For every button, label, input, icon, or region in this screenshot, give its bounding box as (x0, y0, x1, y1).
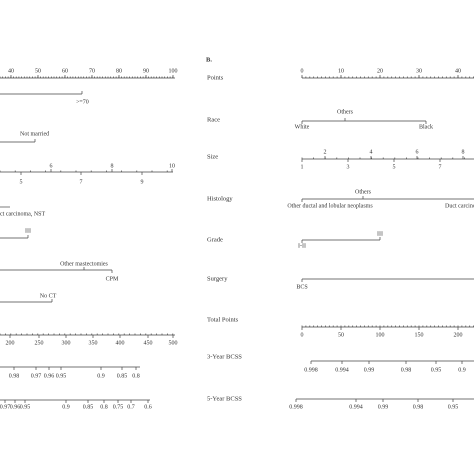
label: 0.994 (335, 367, 349, 373)
label: >=70 (76, 99, 89, 105)
label: I-II (298, 243, 306, 249)
label: 4 (370, 149, 373, 155)
label: 0.998 (289, 404, 303, 410)
label: 100 (169, 68, 178, 74)
label: 0.95 (56, 373, 67, 379)
label: 0.7 (127, 404, 135, 410)
label: Black (419, 124, 433, 130)
label: 0.98 (401, 367, 412, 373)
label: III (377, 231, 383, 237)
label: 10 (169, 163, 175, 169)
label: 5-Year BCSS (207, 395, 242, 402)
label: 0.9 (62, 404, 70, 410)
label: 200 (6, 340, 15, 346)
label: 0.99 (378, 404, 389, 410)
label: 0.85 (83, 404, 94, 410)
label: BCS (296, 284, 307, 290)
label: 40 (455, 68, 461, 74)
label: Total Points (207, 316, 239, 323)
label: 50 (35, 68, 41, 74)
label: 3 (347, 164, 350, 170)
label: 0.98 (9, 373, 20, 379)
label: 6 (50, 163, 53, 169)
label: 100 (376, 332, 385, 338)
label: 0.75 (113, 404, 124, 410)
label: 0.8 (100, 404, 108, 410)
label: 2 (324, 149, 327, 155)
label: Points (207, 74, 224, 81)
label: 10 (338, 68, 344, 74)
label: 7 (80, 179, 83, 185)
label: 0.95 (431, 367, 442, 373)
label: 150 (415, 332, 424, 338)
label: 20 (377, 68, 383, 74)
label: 0.998 (304, 367, 318, 373)
label: 250 (35, 340, 44, 346)
label: ct carcinoma, NST (0, 211, 45, 217)
label: Others (337, 109, 354, 115)
label: No CT (40, 293, 57, 299)
label: 6 (416, 149, 419, 155)
label: 70 (89, 68, 95, 74)
label: 3-Year BCSS (207, 353, 242, 360)
label: 90 (143, 68, 149, 74)
label: 0.95 (20, 404, 31, 410)
label: 7 (439, 164, 442, 170)
label: Grade (207, 236, 223, 243)
label: 0.6 (144, 404, 152, 410)
label: 80 (116, 68, 122, 74)
label: 0.97 (31, 373, 42, 379)
label: 8 (111, 163, 114, 169)
label: CPM (106, 276, 119, 282)
panel-label: B. (206, 56, 212, 63)
label: Size (207, 153, 218, 160)
label: 500 (169, 340, 178, 346)
label: 5 (393, 164, 396, 170)
label: Surgery (207, 275, 228, 282)
label: 0.95 (448, 404, 459, 410)
label: 40 (8, 68, 14, 74)
label: 0.97 (0, 404, 10, 410)
label: 0.96 (44, 373, 55, 379)
label: 0.96 (10, 404, 21, 410)
label: 0.85 (117, 373, 128, 379)
label: Not married (20, 131, 49, 137)
label: 0.98 (413, 404, 424, 410)
label: 50 (338, 332, 344, 338)
label: 0.994 (349, 404, 363, 410)
label: 200 (454, 332, 463, 338)
label: Other ductal and lobular neoplasms (287, 203, 373, 209)
label: 0 (301, 332, 304, 338)
label: 9 (141, 179, 144, 185)
label: III (25, 228, 31, 234)
label: 0.9 (458, 367, 466, 373)
label: 0 (301, 68, 304, 74)
label: Duct carcinoma (445, 203, 474, 209)
label: Others (355, 189, 372, 195)
label: 400 (116, 340, 125, 346)
label: 60 (62, 68, 68, 74)
label: 0.8 (132, 373, 140, 379)
label: 30 (416, 68, 422, 74)
label: Race (207, 116, 220, 123)
label: Other mastectomies (60, 261, 108, 267)
label: 8 (462, 149, 465, 155)
label: 0.9 (97, 373, 105, 379)
label: Histology (207, 195, 233, 202)
label: White (295, 124, 310, 130)
label: 0.99 (364, 367, 375, 373)
label: 5 (20, 179, 23, 185)
label: 450 (144, 340, 153, 346)
label: 350 (89, 340, 98, 346)
label: 300 (62, 340, 71, 346)
label: 1 (301, 164, 304, 170)
